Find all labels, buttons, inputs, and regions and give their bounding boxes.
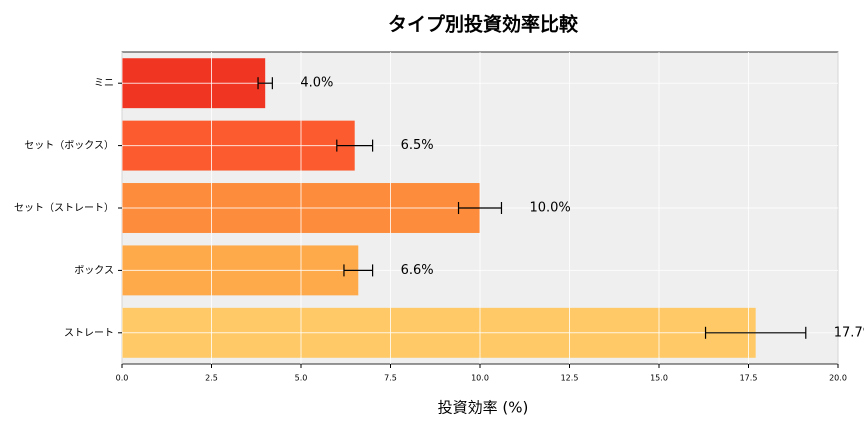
x-tick-label: 0.0	[116, 374, 129, 383]
y-tick-label: ストレート	[64, 328, 114, 339]
x-tick-label: 15.0	[650, 374, 668, 383]
x-tick-label: 2.5	[205, 374, 218, 383]
x-axis-label: 投資効率 (%)	[438, 399, 529, 417]
x-tick-label: 20.0	[829, 374, 847, 383]
y-tick-label: ミニ	[94, 78, 114, 89]
x-tick-label: 12.5	[561, 374, 579, 383]
value-label: 10.0%	[529, 201, 570, 216]
chart-title: タイプ別投資効率比較	[388, 13, 579, 36]
y-tick-label: ボックス	[74, 264, 114, 276]
value-label: 4.0%	[300, 76, 333, 91]
value-label: 6.5%	[401, 138, 434, 153]
value-label: 6.6%	[401, 263, 434, 278]
y-tick-label: セット（ボックス）	[24, 140, 114, 152]
y-tick-label: セット（ストレート）	[14, 202, 114, 214]
value-label: 17.7%	[834, 325, 864, 340]
x-tick-label: 10.0	[471, 374, 489, 383]
x-tick-label: 7.5	[384, 374, 397, 383]
x-tick-label: 17.5	[740, 374, 758, 383]
x-tick-label: 5.0	[295, 374, 308, 383]
